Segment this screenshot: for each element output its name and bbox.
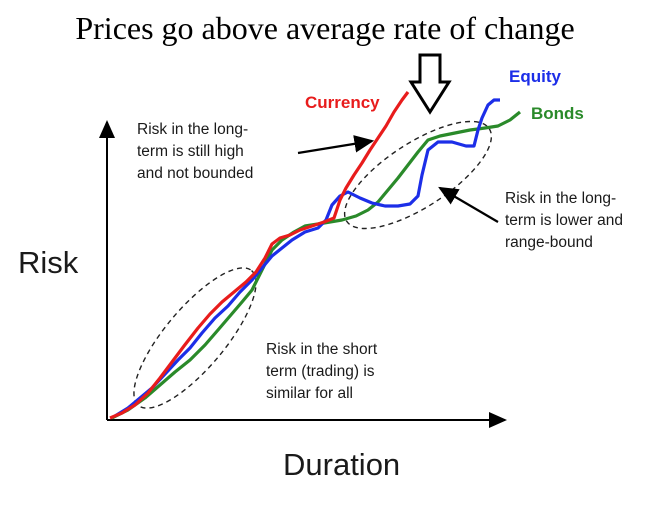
series-label-currency: Currency	[305, 93, 380, 112]
down-arrow-icon	[408, 53, 452, 115]
annotation-short: Risk in the short term (trading) is simi…	[266, 339, 377, 405]
annotation-line: Risk in the short	[266, 341, 378, 358]
series-label-bonds: Bonds	[531, 104, 584, 123]
annotation-line: similar for all	[266, 385, 353, 402]
annotation-line: term is lower and	[505, 212, 624, 229]
series-label-equity: Equity	[509, 67, 561, 86]
short-term-ellipse	[133, 267, 257, 409]
x-axis-label: Duration	[283, 447, 401, 482]
annotation-line: range-bound	[505, 234, 593, 251]
annotation-line: term is still high	[137, 143, 244, 160]
diagram-title: Prices go above average rate of change	[75, 10, 575, 46]
annotation-line: Risk in the long-	[505, 190, 617, 207]
equity-line	[114, 98, 500, 418]
annotation-long-lower: Risk in the long- term is lower and rang…	[505, 188, 623, 254]
pointer-arrow-long-lower	[438, 186, 499, 223]
annotation-line: and not bounded	[137, 165, 254, 182]
y-axis-label: Risk	[18, 245, 79, 280]
pointer-arrow-long-high	[297, 135, 375, 155]
annotation-line: term (trading) is	[266, 363, 375, 380]
annotation-line: Risk in the long-	[137, 121, 249, 138]
annotation-long-high: Risk in the long- term is still high and…	[137, 119, 253, 185]
